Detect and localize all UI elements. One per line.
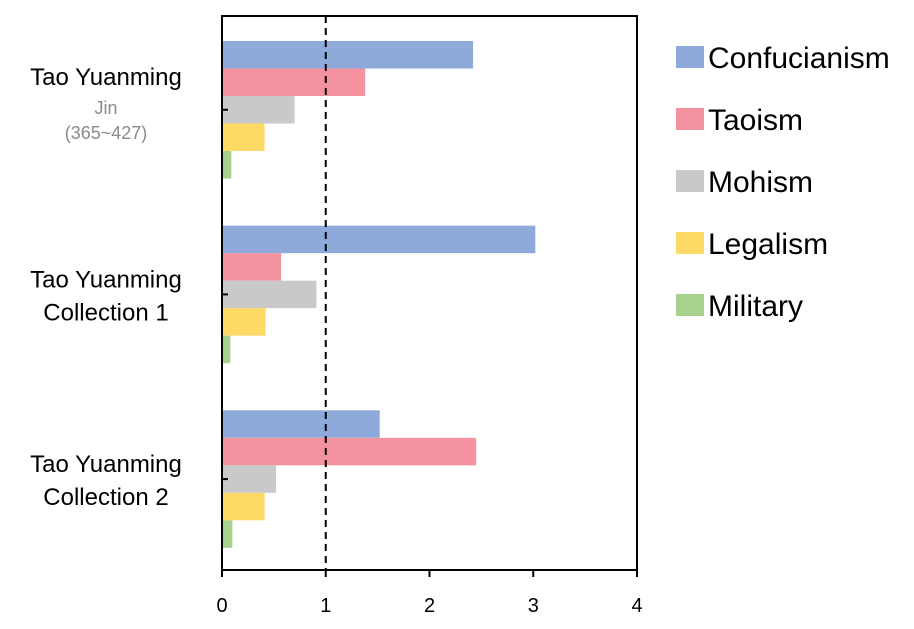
x-tick-label: 2 bbox=[424, 595, 435, 617]
legend: Confucianism Taoism Mohism Legalism Military bbox=[676, 42, 890, 323]
x-tick-label: 4 bbox=[631, 595, 642, 617]
bar-taoism-2 bbox=[222, 253, 282, 281]
legend-label-confucianism: Confucianism bbox=[708, 42, 890, 75]
bar-legalism-1 bbox=[222, 123, 265, 151]
category-sublabel: (365~427) bbox=[65, 123, 148, 143]
bar-legalism-3 bbox=[222, 492, 265, 521]
category-labels: Tao Yuanming Jin (365~427) Tao Yuanming Coll… bbox=[30, 64, 182, 511]
bar-confucianism-1 bbox=[222, 41, 474, 69]
legend-swatch-confucianism bbox=[676, 46, 704, 68]
bar-taoism-1 bbox=[222, 68, 366, 96]
legend-label-legalism: Legalism bbox=[708, 228, 828, 261]
legend-label-mohism: Mohism bbox=[708, 166, 813, 199]
x-axis-ticks: 0 1 2 3 4 bbox=[216, 570, 643, 617]
legend-swatch-legalism bbox=[676, 232, 704, 254]
x-tick-label: 3 bbox=[528, 595, 539, 617]
legend-swatch-military bbox=[676, 294, 704, 316]
legend-swatch-taoism bbox=[676, 108, 704, 130]
bar-mohism-2 bbox=[222, 280, 317, 309]
bars-layer bbox=[222, 41, 536, 548]
category-label: Collection 2 bbox=[43, 484, 168, 511]
bar-military-1 bbox=[222, 151, 232, 179]
legend-swatch-mohism bbox=[676, 170, 704, 192]
x-tick-label: 1 bbox=[320, 595, 331, 617]
category-label: Tao Yuanming bbox=[30, 451, 182, 478]
legend-label-military: Military bbox=[708, 290, 803, 323]
bar-mohism-1 bbox=[222, 96, 295, 124]
bar-confucianism-2 bbox=[222, 225, 536, 254]
bar-mohism-3 bbox=[222, 465, 276, 493]
category-label: Tao Yuanming bbox=[30, 266, 182, 293]
category-label: Collection 1 bbox=[43, 299, 168, 326]
legend-label-taoism: Taoism bbox=[708, 104, 803, 137]
bar-taoism-3 bbox=[222, 437, 477, 466]
bar-confucianism-3 bbox=[222, 410, 380, 438]
x-tick-label: 0 bbox=[216, 595, 227, 617]
category-label: Tao Yuanming bbox=[30, 64, 182, 91]
bar-legalism-2 bbox=[222, 308, 266, 336]
bar-military-3 bbox=[222, 520, 233, 548]
category-sublabel: Jin bbox=[94, 98, 117, 118]
bar-military-2 bbox=[222, 335, 231, 364]
